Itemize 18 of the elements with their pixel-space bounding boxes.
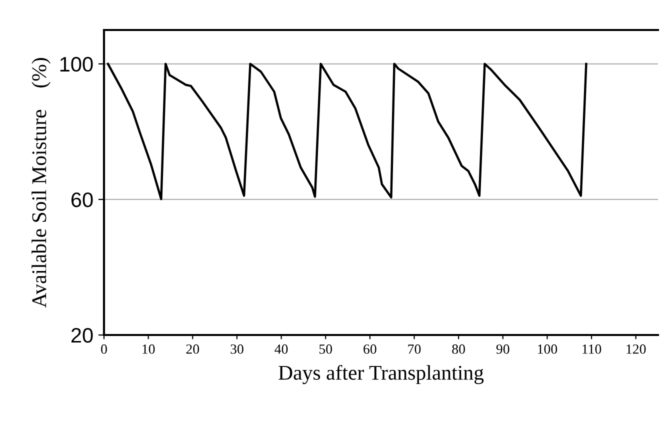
x-tick-label: 0 — [101, 344, 107, 354]
x-tick-label: 100 — [538, 344, 558, 354]
x-tick-label: 50 — [319, 344, 332, 354]
x-tick-label: 30 — [230, 344, 244, 354]
x-axis-title: Days after Transplanting — [278, 364, 484, 384]
x-tick-label: 120 — [626, 344, 646, 354]
x-tick-label: 60 — [364, 344, 376, 354]
x-tick-label: 10 — [142, 344, 155, 354]
x-tick-label: 110 — [582, 344, 602, 354]
x-tick-label: 90 — [496, 344, 510, 354]
y-tick-label: 20 — [71, 328, 93, 343]
x-tick-label: 20 — [186, 344, 200, 354]
y-axis-title: Available Soil Moisture (%) — [32, 58, 50, 308]
x-tick-label: 40 — [274, 344, 288, 354]
x-tick-label: 80 — [452, 344, 465, 354]
x-tick-label: 70 — [408, 344, 421, 354]
y-tick-label: 100 — [60, 56, 93, 72]
y-tick-label: 60 — [71, 192, 93, 208]
